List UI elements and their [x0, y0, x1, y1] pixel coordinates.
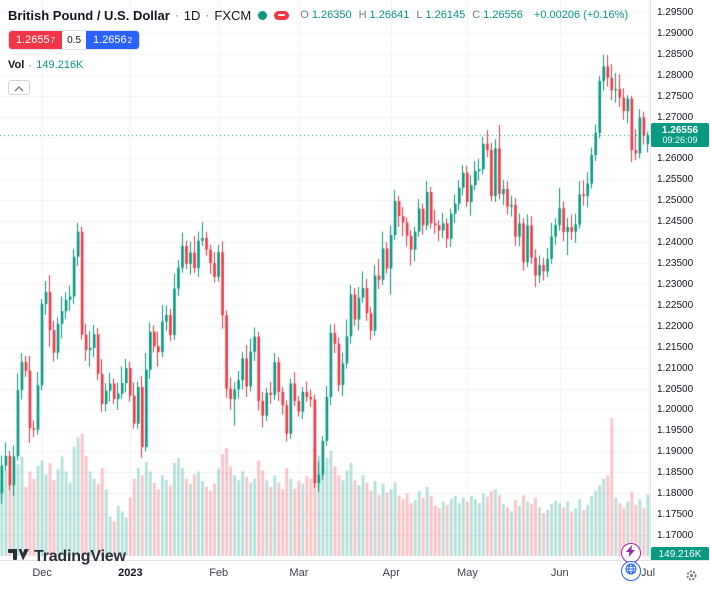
- price-tick-label: 1.28500: [657, 48, 694, 60]
- sell-price-pip: 7: [50, 35, 56, 45]
- price-tick-label: 1.25500: [657, 174, 694, 186]
- tradingview-logo-mark-icon: [8, 546, 29, 568]
- price-tick-label: 1.20500: [657, 383, 694, 395]
- chevron-up-icon: [14, 80, 24, 95]
- collapse-legend-button[interactable]: [8, 80, 30, 95]
- close-label: C: [472, 9, 481, 21]
- bid-ask-widget: 1.2655 7 0.5 1.2656 2: [8, 30, 141, 50]
- separator-dot: ·: [28, 58, 33, 72]
- buy-price-pip: 2: [127, 35, 133, 45]
- time-tick-label: Apr: [382, 567, 400, 579]
- price-tick-label: 1.19000: [657, 446, 694, 458]
- time-tick-label: Feb: [209, 567, 229, 579]
- time-tick-label: Jul: [640, 567, 656, 579]
- price-tick-label: 1.17000: [657, 530, 694, 541]
- price-tick-label: 1.22000: [657, 320, 694, 332]
- tradingview-logo-text: TradingView: [34, 548, 126, 565]
- price-tick-label: 1.27500: [657, 90, 694, 102]
- time-tick-label: 2023: [118, 567, 143, 579]
- price-tick-label: 1.23500: [657, 258, 694, 270]
- time-tick-label: Dec: [32, 567, 52, 579]
- open-label: O: [300, 9, 309, 21]
- volume-axis-label: 149.216K: [651, 547, 709, 561]
- symbol-title[interactable]: British Pound / U.S. Dollar: [8, 7, 170, 23]
- low-value: 1.26145: [425, 9, 466, 21]
- exchange-label[interactable]: FXCM: [214, 7, 252, 23]
- axis-settings-gear-icon[interactable]: [684, 568, 698, 582]
- price-tick-label: 1.21500: [657, 341, 694, 353]
- time-tick-label: May: [457, 567, 478, 579]
- sell-button[interactable]: 1.2655 7: [9, 31, 63, 49]
- price-tick-label: 1.26000: [657, 153, 694, 165]
- time-tick-label: Mar: [289, 567, 309, 579]
- volume-legend[interactable]: Vol · 149.216K: [8, 58, 628, 72]
- price-tick-label: 1.24000: [657, 237, 694, 249]
- high-label: H: [358, 9, 367, 21]
- price-tick-label: 1.22500: [657, 299, 694, 311]
- current-price-value: 1.26556: [661, 124, 699, 136]
- high-value: 1.26641: [369, 9, 410, 21]
- buy-price: 1.2656: [93, 34, 127, 46]
- open-value: 1.26350: [311, 9, 352, 21]
- up-color-chip-icon[interactable]: [258, 10, 268, 20]
- sell-price: 1.2655: [16, 34, 50, 46]
- price-tick-label: 1.27000: [657, 111, 694, 123]
- interval-label[interactable]: 1D: [183, 7, 201, 23]
- separator-dot: ·: [205, 8, 210, 22]
- price-tick-label: 1.19500: [657, 425, 694, 437]
- time-tick-label: Jun: [550, 567, 569, 579]
- current-price-label: 1.26556 09:26:09: [651, 123, 709, 148]
- time-axis[interactable]: Dec 2023 Feb Mar Apr May Jun Jul: [0, 560, 710, 600]
- price-tick-label: 1.24500: [657, 216, 694, 228]
- volume-value: 149.216K: [36, 59, 84, 71]
- price-tick-label: 1.18500: [657, 467, 694, 479]
- volume-label: Vol: [8, 59, 25, 71]
- price-tick-label: 1.23000: [657, 278, 694, 290]
- down-color-chip-icon[interactable]: [274, 10, 290, 20]
- lightning-icon: [626, 544, 636, 562]
- bar-countdown: 09:26:09: [662, 134, 698, 145]
- price-tick-label: 1.29000: [657, 27, 694, 39]
- price-tick-label: 1.28000: [657, 69, 694, 81]
- price-tick-label: 1.29500: [657, 7, 694, 18]
- low-label: L: [416, 9, 423, 21]
- price-axis[interactable]: 1.29500 1.29000 1.28500 1.28000 1.27500 1.270…: [650, 0, 710, 560]
- price-tick-label: 1.18000: [657, 488, 694, 500]
- price-tick-label: 1.17500: [657, 509, 694, 521]
- spread-value: 0.5: [62, 31, 87, 49]
- change-value: +0.00206 (+0.16%): [533, 9, 629, 21]
- price-tick-label: 1.21000: [657, 362, 694, 374]
- lightning-button[interactable]: [621, 543, 641, 563]
- globe-icon: [625, 562, 637, 580]
- price-tick-label: 1.20000: [657, 404, 694, 416]
- globe-button[interactable]: [621, 561, 641, 581]
- ohlc-readout: O 1.26350 H 1.26641 L 1.26145 C 1.26556: [300, 9, 527, 21]
- chart-legend: British Pound / U.S. Dollar · 1D · FXCM …: [8, 6, 628, 95]
- price-tick-label: 1.25000: [657, 195, 694, 207]
- close-value: 1.26556: [483, 9, 523, 21]
- separator-dot: ·: [174, 8, 179, 22]
- tradingview-logo[interactable]: TradingView: [8, 546, 126, 568]
- symbol-row: British Pound / U.S. Dollar · 1D · FXCM …: [8, 6, 628, 24]
- buy-button[interactable]: 1.2656 2: [86, 31, 140, 49]
